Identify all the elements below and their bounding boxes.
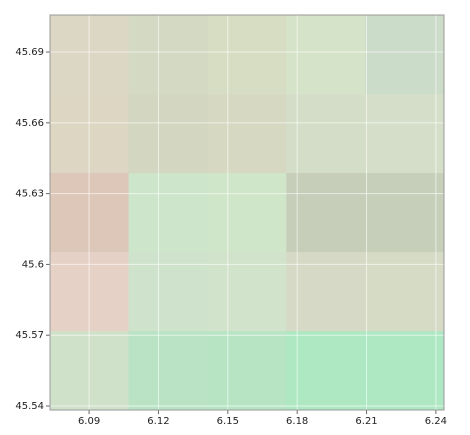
heatmap-cell (128, 172, 208, 253)
y-tick-label: 45.54 (15, 401, 44, 412)
plot-frame (49, 14, 445, 411)
x-tick-label: 6.18 (286, 416, 308, 427)
heatmap-cell (207, 251, 287, 332)
heatmap-cell (365, 330, 445, 411)
heatmap-cell (207, 330, 287, 411)
x-tick-label: 6.15 (217, 416, 239, 427)
heatmap-cell (286, 93, 366, 174)
y-tick-label: 45.63 (15, 189, 44, 200)
heatmap-cell (207, 14, 287, 95)
y-tick-label: 45.57 (15, 330, 44, 341)
heatmap-cell (365, 251, 445, 332)
y-tick-label: 45.66 (15, 118, 44, 129)
heatmap-cell (286, 172, 366, 253)
heatmap-cell (128, 14, 208, 95)
x-tick-label: 6.24 (425, 416, 447, 427)
heatmap-cell (286, 14, 366, 95)
heatmap-cell (286, 251, 366, 332)
heatmap-cell (128, 330, 208, 411)
x-tick-label: 6.21 (355, 416, 377, 427)
y-tick-label: 45.6 (22, 259, 44, 270)
heatmap-cell (286, 330, 366, 411)
heatmap-cell (207, 172, 287, 253)
heatmap-cell (365, 14, 445, 95)
heatmap-cell (207, 93, 287, 174)
heatmap-cell (365, 93, 445, 174)
y-tick-label: 45.69 (15, 47, 44, 58)
heatmap-cell (365, 172, 445, 253)
heatmap-cell (128, 93, 208, 174)
x-tick-label: 6.12 (147, 416, 169, 427)
x-tick-label: 6.09 (78, 416, 100, 427)
heatmap-cell (128, 251, 208, 332)
